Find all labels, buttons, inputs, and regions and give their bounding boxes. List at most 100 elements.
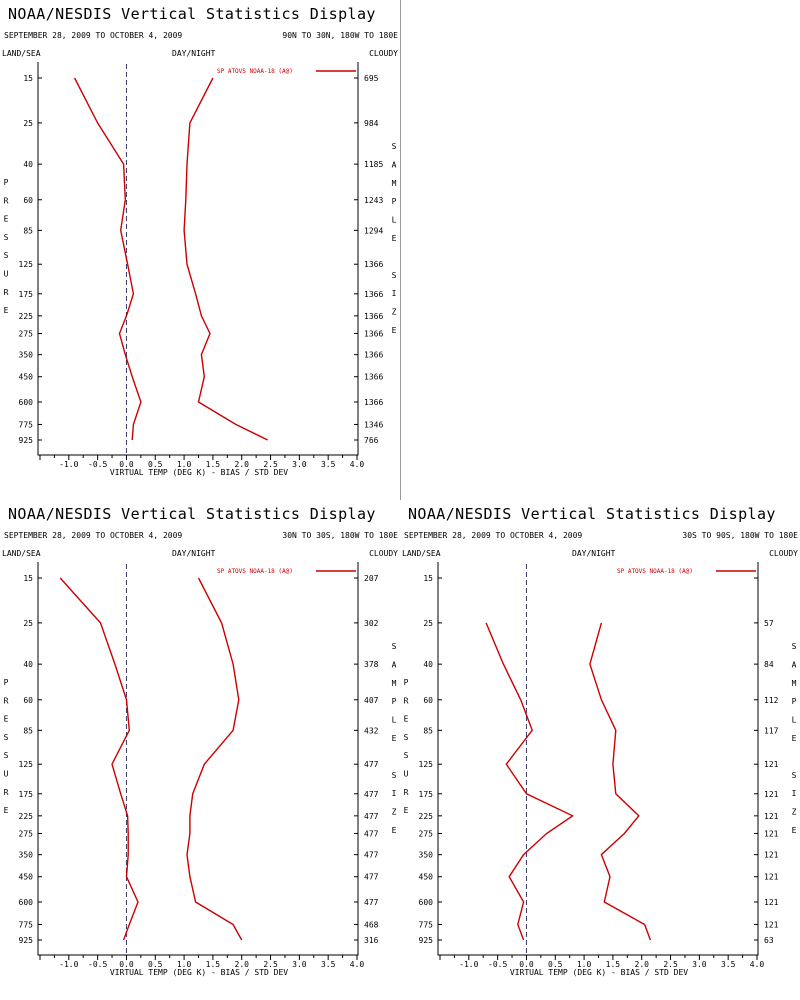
x-tick-label: 3.0 [292,460,307,469]
sample-size-axis-letter: P [792,697,797,706]
pressure-axis-letter: P [4,178,9,187]
plot-area: -1.0 -0.5 0.0 0.5 1.0 1.5 2.0 2.5 3.0 3.5 4.0 VIRTU… [404,562,797,977]
pressure-level-label: 275 [19,329,34,338]
std-dev-series-line [589,622,652,941]
pressure-level-label: 125 [19,760,34,769]
sample-size-label: 112 [764,696,779,705]
legend-label: SP ATOVS NOAA-18 (A@) [617,568,693,575]
pressure-axis-letter: U [4,270,9,279]
sample-size-label: 121 [764,873,779,882]
sample-size-axis-letter: I [792,789,797,798]
sample-size-axis-letter: E [792,826,797,835]
panel-title: NOAA/NESDIS Vertical Statistics Display [8,505,376,523]
sample-size-label: 477 [364,829,379,838]
pressure-level-label: 25 [23,119,33,128]
x-axis-label: VIRTUAL TEMP (DEG K) - BIAS / STD DEV [510,968,688,977]
x-tick-label: 4.0 [350,960,365,969]
sample-size-label: 1185 [364,160,383,169]
sample-size-label: 121 [764,829,779,838]
pressure-axis-letter: U [4,770,9,779]
sample-size-label: 207 [364,574,379,583]
bias-series-line [73,77,142,441]
sample-size-axis-letter: Z [792,808,797,817]
date-range: SEPTEMBER 28, 2009 TO OCTOBER 4, 2009 [4,31,183,40]
sample-size-axis-letter: S [392,771,397,780]
sample-size-axis-letter: S [792,642,797,651]
sample-size-label: 477 [364,812,379,821]
sample-size-label: 477 [364,898,379,907]
cloudy-header: CLOUDY [369,549,398,558]
sample-size-axis-letter: Z [392,808,397,817]
plot-frame [437,562,759,956]
legend-label: SP ATOVS NOAA-18 (A@) [217,68,293,75]
pressure-axis-letter: S [4,251,9,260]
sample-size-axis-letter: A [792,660,797,669]
pressure-level-label: 175 [19,790,34,799]
chart-panel-30s-90s: NOAA/NESDIS Vertical Statistics Display … [400,500,800,1000]
sample-size-label: 407 [364,696,379,705]
sample-size-label: 316 [364,936,379,945]
pressure-level-label: 225 [19,812,34,821]
x-tick-label: 0.0 [119,960,134,969]
sample-size-label: 477 [364,873,379,882]
plot-frame [37,562,359,956]
pressure-level-label: 600 [419,898,434,907]
x-tick-label: 2.0 [235,460,250,469]
pressure-level-label: 600 [19,898,34,907]
x-tick-label: 3.5 [321,960,336,969]
sample-size-label: 468 [364,920,379,929]
cloudy-header: CLOUDY [769,549,798,558]
pressure-axis-letter: S [4,233,9,242]
pressure-level-label: 450 [419,873,434,882]
pressure-axis-letter: E [4,806,9,815]
pressure-level-label: 15 [423,574,433,583]
sample-size-label: 1366 [364,351,383,360]
sample-size-axis-letter: A [392,660,397,669]
x-tick-label: -0.5 [88,960,107,969]
pressure-axis-letter: E [404,806,409,815]
sample-size-label: 1366 [364,312,383,321]
chart-panel-90n-30n: NOAA/NESDIS Vertical Statistics Display … [0,0,400,500]
pressure-level-label: 60 [23,696,33,705]
x-tick-label: 0.0 [119,460,134,469]
pressure-axis-letter: R [404,788,409,797]
pressure-level-label: 225 [419,812,434,821]
x-tick-label: -0.5 [88,460,107,469]
day-night-header: DAY/NIGHT [172,549,216,558]
pressure-level-label: 925 [19,936,34,945]
sample-size-axis-letter: L [392,216,397,225]
panel-title: NOAA/NESDIS Vertical Statistics Display [8,5,376,23]
pressure-level-label: 175 [19,290,34,299]
pressure-level-label: 40 [23,160,33,169]
x-tick-label: 2.0 [235,960,250,969]
pressure-axis-letter: R [4,788,9,797]
pressure-level-label: 600 [19,398,34,407]
sample-size-label: 117 [764,726,779,735]
x-tick-label: 3.5 [321,460,336,469]
pressure-axis-letter: R [4,696,9,705]
pressure-level-label: 25 [423,619,433,628]
sample-size-label: 1366 [364,290,383,299]
x-axis-label: VIRTUAL TEMP (DEG K) - BIAS / STD DEV [110,968,288,977]
land-sea-header: LAND/SEA [2,549,41,558]
pressure-level-label: 450 [19,873,34,882]
x-tick-label: 3.5 [721,960,736,969]
sample-size-axis-letter: M [392,679,397,688]
sample-size-label: 84 [764,660,774,669]
sample-size-label: 1366 [364,398,383,407]
sample-size-label: 1243 [364,196,383,205]
std-dev-series-line [183,77,269,441]
pressure-axis-letter: S [4,751,9,760]
pressure-axis-letter: U [404,770,409,779]
pressure-level-label: 125 [19,260,34,269]
plot-area: -1.0 -0.5 0.0 0.5 1.0 1.5 2.0 2.5 3.0 3.5 4.0 VIRTU… [4,562,397,977]
pressure-level-label: 175 [419,790,434,799]
pressure-axis-letter: R [404,696,409,705]
sample-size-axis-letter: Z [392,308,397,317]
sample-size-axis-letter: L [392,716,397,725]
chart-panel-30n-30s: NOAA/NESDIS Vertical Statistics Display … [0,500,400,1000]
sample-size-axis-letter: S [792,771,797,780]
x-tick-label: 4.0 [350,460,365,469]
pressure-axis-letter: R [4,288,9,297]
region-label: 30N TO 30S, 180W TO 180E [282,531,398,540]
